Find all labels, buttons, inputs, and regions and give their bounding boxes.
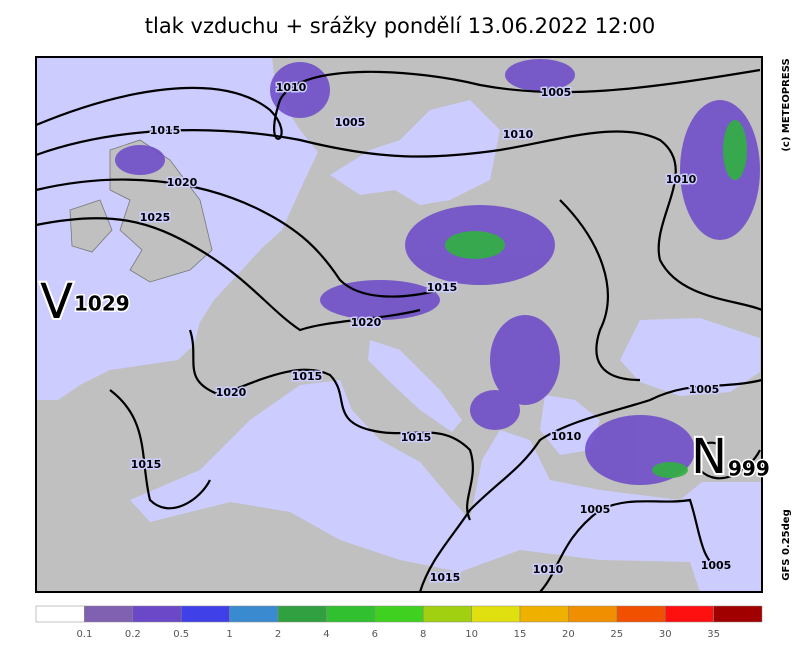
legend-swatch [374, 605, 424, 623]
isobar-label: 1010 [503, 128, 534, 141]
legend: 0.1 0.2 0.5 1 2 4 6 8 10 15 20 25 30 35 [35, 605, 763, 640]
pressure-value: 999 [728, 457, 770, 481]
legend-swatch [664, 605, 714, 623]
isobar-label: 1010 [551, 430, 582, 443]
isobar-label: 1020 [351, 316, 382, 329]
pressure-letter: V [40, 274, 73, 330]
legend-swatch [229, 605, 279, 623]
legend-swatch [568, 605, 618, 623]
legend-label: 0.1 [76, 629, 92, 640]
legend-label: 10 [465, 629, 478, 640]
legend-label: 0.2 [125, 629, 141, 640]
legend-swatch [84, 605, 134, 623]
legend-swatch [132, 605, 182, 623]
legend-swatch [326, 605, 376, 623]
legend-swatch [519, 605, 569, 623]
legend-label: 35 [707, 629, 720, 640]
isobar-label: 1020 [167, 176, 198, 189]
legend-label: 15 [514, 629, 527, 640]
legend-swatch [35, 605, 85, 623]
legend-label: 0.5 [173, 629, 189, 640]
isobar-labels: 1010 1005 1015 1005 1010 1020 1010 1025 1015 1020… [129, 80, 733, 586]
isobar-label: 1025 [140, 211, 171, 224]
legend-label: 30 [659, 629, 672, 640]
legend-swatch [277, 605, 327, 623]
isobar-label: 1015 [131, 458, 162, 471]
isobar-label: 1005 [701, 559, 732, 572]
legend-swatch [616, 605, 666, 623]
legend-label: 25 [610, 629, 623, 640]
model-label: GFS 0.25deg [781, 509, 792, 581]
isobar-label: 1015 [292, 370, 323, 383]
legend-swatch [713, 605, 763, 623]
legend-label: 4 [323, 629, 329, 640]
map-area [35, 57, 763, 593]
pressure-letter: N [691, 429, 727, 485]
legend-label: 2 [275, 629, 281, 640]
isobar-label: 1010 [276, 81, 307, 94]
copyright: (c) METEOPRESS [781, 58, 792, 151]
legend-swatch [471, 605, 521, 623]
isobar-label: 1010 [533, 563, 564, 576]
isobar-label: 1020 [216, 386, 247, 399]
isobar-label: 1005 [541, 86, 572, 99]
legend-swatch [422, 605, 472, 623]
isobar-label: 1005 [580, 503, 611, 516]
isobar-label: 1005 [335, 116, 366, 129]
legend-swatch [180, 605, 230, 623]
pressure-value: 1029 [74, 292, 130, 316]
legend-label: 6 [372, 629, 378, 640]
isobar-label: 1010 [666, 173, 697, 186]
isobar-label: 1015 [427, 281, 458, 294]
isobar-label: 1015 [401, 431, 432, 444]
isobar-label: 1005 [689, 383, 720, 396]
legend-label: 20 [562, 629, 575, 640]
isobar-label: 1015 [430, 571, 461, 584]
isobar-label: 1015 [150, 124, 181, 137]
title: tlak vzduchu + srážky pondělí 13.06.2022… [145, 14, 655, 38]
legend-label: 8 [420, 629, 426, 640]
map-frame [35, 56, 763, 593]
legend-label: 1 [226, 629, 232, 640]
